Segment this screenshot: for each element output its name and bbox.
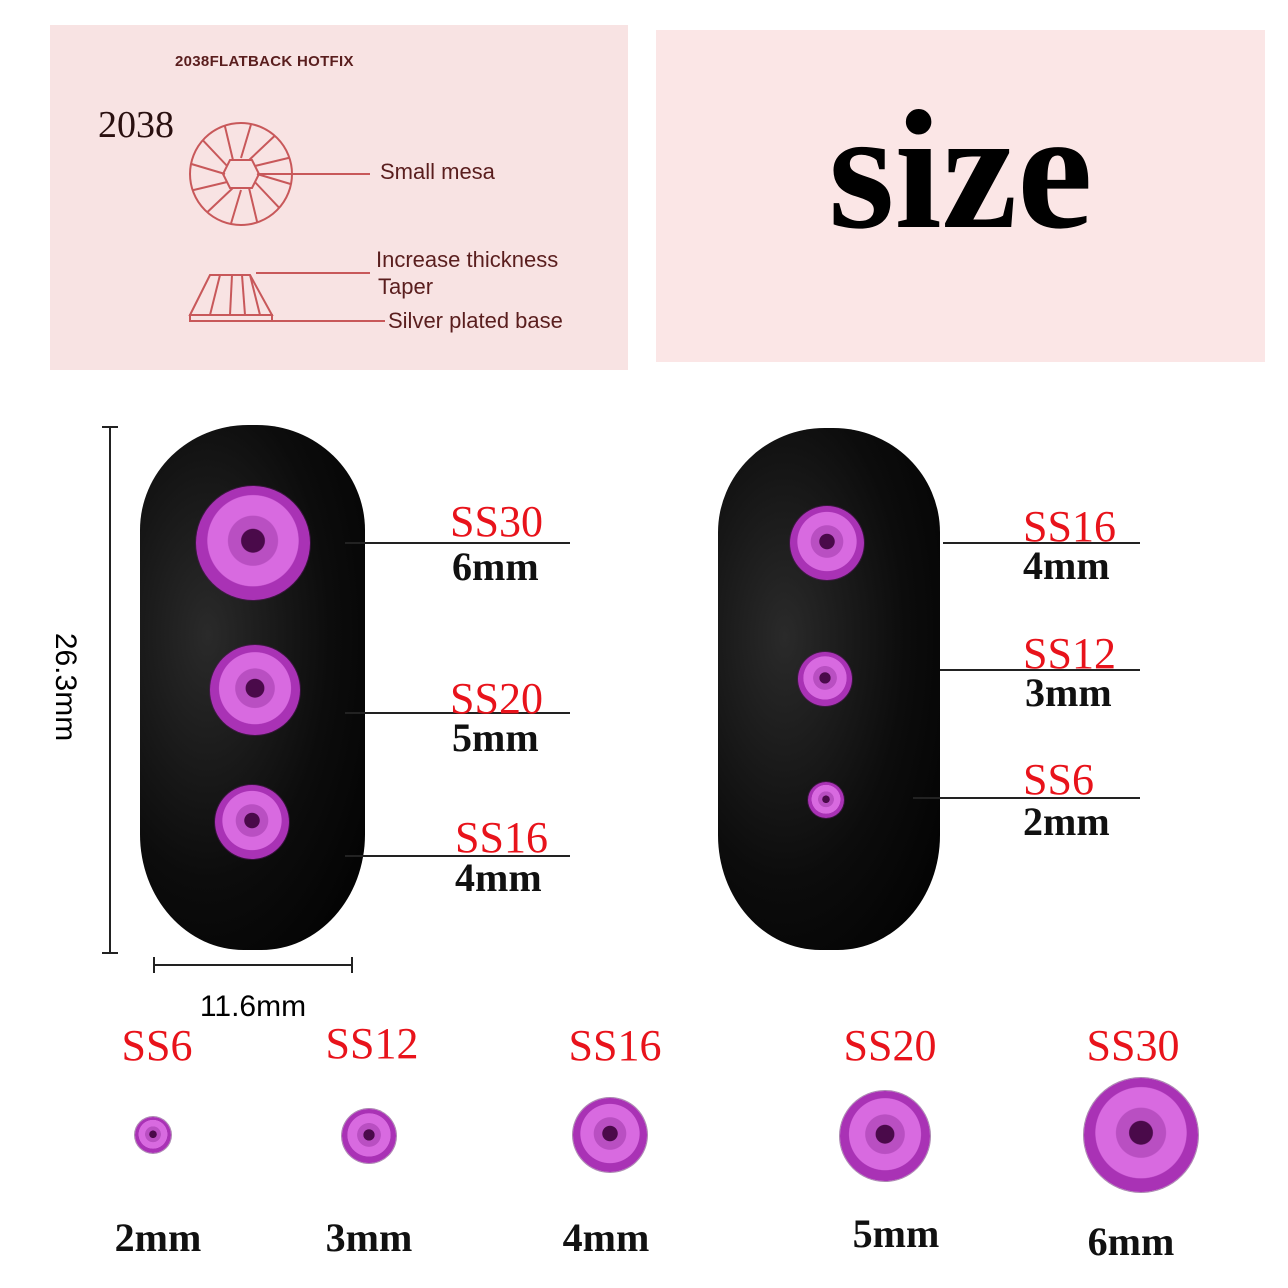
size-code: SS16 — [568, 1021, 662, 1070]
height-dimension-label: 26.3mm — [49, 632, 82, 742]
size-code: SS30 — [450, 497, 543, 546]
rhinestone-3mm — [342, 1109, 396, 1163]
facet-line — [229, 189, 242, 225]
facet-line — [248, 187, 259, 223]
rhinestone-ss30 — [196, 486, 310, 600]
facet-line — [223, 125, 234, 161]
facet-line — [248, 135, 276, 161]
rhinestone-4mm — [573, 1098, 647, 1172]
height-dimension-line — [109, 426, 111, 954]
pointer-line — [345, 542, 570, 544]
size-mm: 4mm — [1023, 543, 1110, 588]
size-code: SS16 — [455, 813, 548, 862]
size-code: SS6 — [121, 1021, 193, 1070]
label-taper: Taper — [378, 274, 434, 299]
pointer-line — [913, 797, 1140, 799]
size-mm: 6mm — [452, 544, 539, 589]
width-dimension-line — [154, 964, 352, 966]
rhinestone-2mm — [135, 1117, 171, 1153]
size-mm: 3mm — [1025, 670, 1112, 715]
rhinestone-diagram-panel: 2038FLATBACK HOTFIX 2038 Small mesa Incr… — [50, 25, 628, 370]
size-code: SS12 — [1023, 629, 1116, 678]
title-panel: size — [656, 30, 1265, 362]
facet-line — [202, 139, 228, 167]
pointer-line — [940, 669, 1140, 671]
dimension-tick — [351, 957, 353, 973]
size-code: SS16 — [1023, 502, 1116, 551]
diagram-header: 2038FLATBACK HOTFIX — [175, 53, 354, 70]
rhinestone-ss6 — [808, 782, 844, 818]
size-mm: 5mm — [452, 715, 539, 760]
model-number: 2038 — [98, 104, 174, 146]
size-code: SS12 — [325, 1019, 419, 1068]
facet-line — [254, 156, 290, 167]
facet-line — [190, 162, 226, 175]
size-mm: 6mm — [1087, 1219, 1175, 1264]
rhinestone-cross-section-drawing — [188, 122, 385, 322]
size-code: SS30 — [1086, 1021, 1180, 1070]
label-silver-plated-base: Silver plated base — [388, 308, 563, 333]
size-code: SS20 — [450, 674, 543, 723]
facet-line — [192, 181, 228, 192]
size-title: size — [828, 76, 1093, 264]
rhinestone-5mm — [840, 1091, 930, 1181]
dimension-tick — [153, 957, 155, 973]
label-small-mesa: Small mesa — [380, 159, 495, 184]
width-dimension-label: 11.6mm — [199, 990, 307, 1023]
size-code: SS6 — [1023, 755, 1094, 804]
size-code: SS20 — [843, 1021, 937, 1070]
size-mm: 4mm — [455, 855, 542, 900]
dimension-tick — [102, 426, 118, 428]
rhinestone-ss12 — [798, 652, 852, 706]
rhinestone-6mm — [1084, 1078, 1198, 1192]
pointer-line — [943, 542, 1140, 544]
label-increase-thickness: Increase thickness — [376, 247, 559, 272]
facet-line — [206, 187, 234, 213]
size-mm: 4mm — [562, 1215, 650, 1260]
dimension-tick — [102, 952, 118, 954]
size-mm: 2mm — [1023, 799, 1110, 844]
rhinestone-ss16 — [790, 506, 864, 580]
size-mm: 2mm — [114, 1215, 202, 1260]
rhinestone-ss16 — [215, 785, 289, 859]
pointer-line — [345, 712, 570, 714]
rhinestone-ss20 — [210, 645, 300, 735]
size-mm: 5mm — [852, 1211, 940, 1256]
facet-line — [256, 173, 292, 186]
size-mm: 3mm — [325, 1215, 413, 1260]
facet-line — [254, 181, 280, 209]
pointer-line — [345, 855, 570, 857]
facet-line — [240, 123, 253, 159]
